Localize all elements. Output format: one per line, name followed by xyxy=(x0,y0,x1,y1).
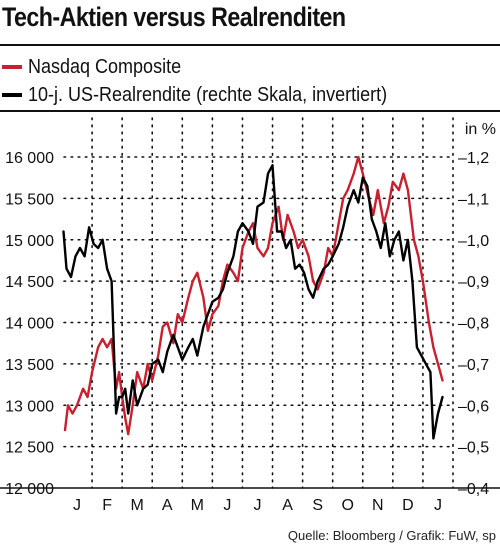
x-month-label: O xyxy=(342,497,354,514)
y-right-tick-label: –0,6 xyxy=(458,398,489,415)
series-line-realrendite xyxy=(62,164,444,440)
x-month-label: N xyxy=(372,497,384,514)
y-left-tick-label: 13 500 xyxy=(5,357,54,374)
y-right-tick-label: –1,0 xyxy=(458,233,489,250)
x-month-label: M xyxy=(191,497,204,514)
x-month-label: A xyxy=(282,497,293,514)
y-left-tick-label: 14 000 xyxy=(5,316,54,333)
x-month-label: J xyxy=(254,497,262,514)
x-month-label: A xyxy=(162,497,173,514)
legend-swatch-realrendite xyxy=(2,93,22,97)
legend-item-nasdaq: Nasdaq Composite xyxy=(2,54,198,80)
y-right-tick-label: –0,4 xyxy=(458,481,489,498)
y-left-tick-label: 12 500 xyxy=(5,440,54,457)
chart-title: Tech-Aktien versus Realrenditen xyxy=(2,2,346,32)
y-left-tick-label: 14 500 xyxy=(5,274,54,291)
legend-label-nasdaq: Nasdaq Composite xyxy=(28,55,182,78)
y-right-tick-label: –1,2 xyxy=(458,150,489,167)
y-right-tick-label: –0,5 xyxy=(458,440,489,457)
right-axis-unit-label: in % xyxy=(465,121,496,138)
y-right-tick-label: –0,7 xyxy=(458,357,489,374)
legend-swatch-nasdaq xyxy=(2,65,22,69)
title-rule xyxy=(0,44,500,46)
y-left-tick-label: 12 000 xyxy=(5,481,54,498)
x-month-label: F xyxy=(102,497,112,514)
legend-item-realrendite: 10-j. US-Realrendite (rechte Skala, inve… xyxy=(2,82,427,108)
x-month-label: J xyxy=(223,497,231,514)
x-month-label: J xyxy=(73,497,81,514)
y-right-tick-label: –0,9 xyxy=(458,274,489,291)
x-month-label: M xyxy=(131,497,144,514)
x-month-label: D xyxy=(402,497,414,514)
chart-area: 16 000 15 500 15 000 14 500 14 000 13 500 13 0… xyxy=(0,110,500,514)
y-left-tick-label: 16 000 xyxy=(5,150,54,167)
y-left-tick-label: 15 000 xyxy=(5,233,54,250)
x-month-label: S xyxy=(312,497,323,514)
y-right-tick-label: –0,8 xyxy=(458,316,489,333)
source-note: Quelle: Bloomberg / Grafik: FuW, sp xyxy=(287,528,496,543)
y-left-tick-label: 13 000 xyxy=(5,398,54,415)
y-right-tick-label: –1,1 xyxy=(458,191,489,208)
legend-label-realrendite: 10-j. US-Realrendite (rechte Skala, inve… xyxy=(28,83,388,106)
x-month-label: J xyxy=(434,497,442,514)
y-left-tick-label: 15 500 xyxy=(5,191,54,208)
